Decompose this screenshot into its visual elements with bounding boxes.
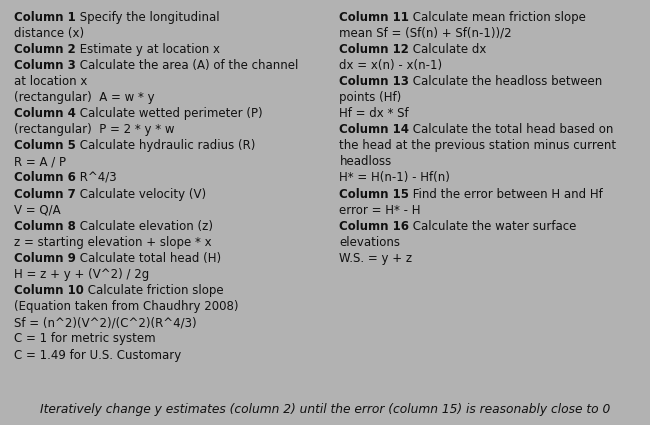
Text: H* = H(n-1) - Hf(n): H* = H(n-1) - Hf(n) xyxy=(339,172,450,184)
Text: R = A / P: R = A / P xyxy=(14,156,66,168)
Text: Specify the longitudinal: Specify the longitudinal xyxy=(76,11,220,23)
Text: Calculate wetted perimeter (P): Calculate wetted perimeter (P) xyxy=(76,107,263,120)
Text: Calculate the area (A) of the channel: Calculate the area (A) of the channel xyxy=(76,59,298,72)
Text: Calculate dx: Calculate dx xyxy=(410,43,487,56)
Text: Column 3: Column 3 xyxy=(14,59,76,72)
Text: C = 1 for metric system: C = 1 for metric system xyxy=(14,332,156,346)
Text: R^4/3: R^4/3 xyxy=(76,172,117,184)
Text: Calculate velocity (V): Calculate velocity (V) xyxy=(76,187,206,201)
Text: Calculate friction slope: Calculate friction slope xyxy=(84,284,224,297)
Text: Column 13: Column 13 xyxy=(339,75,410,88)
Text: Column 6: Column 6 xyxy=(14,172,76,184)
Text: C = 1.49 for U.S. Customary: C = 1.49 for U.S. Customary xyxy=(14,348,181,362)
Text: Calculate total head (H): Calculate total head (H) xyxy=(76,252,221,265)
Text: error = H* - H: error = H* - H xyxy=(339,204,421,217)
Text: Hf = dx * Sf: Hf = dx * Sf xyxy=(339,107,409,120)
Text: headloss: headloss xyxy=(339,156,392,168)
Text: Column 7: Column 7 xyxy=(14,187,76,201)
Text: Estimate y at location x: Estimate y at location x xyxy=(76,43,220,56)
Text: Column 11: Column 11 xyxy=(339,11,410,23)
Text: points (Hf): points (Hf) xyxy=(339,91,402,104)
Text: at location x: at location x xyxy=(14,75,88,88)
Text: Column 10: Column 10 xyxy=(14,284,84,297)
Text: (Equation taken from Chaudhry 2008): (Equation taken from Chaudhry 2008) xyxy=(14,300,239,313)
Text: Iteratively change y estimates (column 2) until the error (column 15) is reasona: Iteratively change y estimates (column 2… xyxy=(40,402,610,416)
Text: Column 15: Column 15 xyxy=(339,187,410,201)
Text: Column 1: Column 1 xyxy=(14,11,76,23)
Text: Column 16: Column 16 xyxy=(339,220,410,233)
Text: Calculate mean friction slope: Calculate mean friction slope xyxy=(410,11,586,23)
Text: Column 2: Column 2 xyxy=(14,43,76,56)
Text: Calculate elevation (z): Calculate elevation (z) xyxy=(76,220,213,233)
Text: V = Q/A: V = Q/A xyxy=(14,204,61,217)
Text: Column 9: Column 9 xyxy=(14,252,76,265)
Text: Calculate the total head based on: Calculate the total head based on xyxy=(410,123,614,136)
Text: Calculate the headloss between: Calculate the headloss between xyxy=(410,75,603,88)
Text: Find the error between H and Hf: Find the error between H and Hf xyxy=(410,187,603,201)
Text: Column 4: Column 4 xyxy=(14,107,76,120)
Text: W.S. = y + z: W.S. = y + z xyxy=(339,252,413,265)
Text: Column 5: Column 5 xyxy=(14,139,76,152)
Text: H = z + y + (V^2) / 2g: H = z + y + (V^2) / 2g xyxy=(14,268,150,281)
Text: (rectangular)  P = 2 * y * w: (rectangular) P = 2 * y * w xyxy=(14,123,175,136)
Text: Column 14: Column 14 xyxy=(339,123,410,136)
Text: Sf = (n^2)(V^2)/(C^2)(R^4/3): Sf = (n^2)(V^2)/(C^2)(R^4/3) xyxy=(14,316,197,329)
Text: Calculate hydraulic radius (R): Calculate hydraulic radius (R) xyxy=(76,139,255,152)
Text: (rectangular)  A = w * y: (rectangular) A = w * y xyxy=(14,91,155,104)
Text: elevations: elevations xyxy=(339,236,400,249)
Text: Column 12: Column 12 xyxy=(339,43,410,56)
Text: distance (x): distance (x) xyxy=(14,27,84,40)
Text: Column 8: Column 8 xyxy=(14,220,76,233)
Text: Calculate the water surface: Calculate the water surface xyxy=(410,220,577,233)
Text: the head at the previous station minus current: the head at the previous station minus c… xyxy=(339,139,617,152)
Text: mean Sf = (Sf(n) + Sf(n-1))/2: mean Sf = (Sf(n) + Sf(n-1))/2 xyxy=(339,27,512,40)
Text: dx = x(n) - x(n-1): dx = x(n) - x(n-1) xyxy=(339,59,443,72)
Text: z = starting elevation + slope * x: z = starting elevation + slope * x xyxy=(14,236,212,249)
